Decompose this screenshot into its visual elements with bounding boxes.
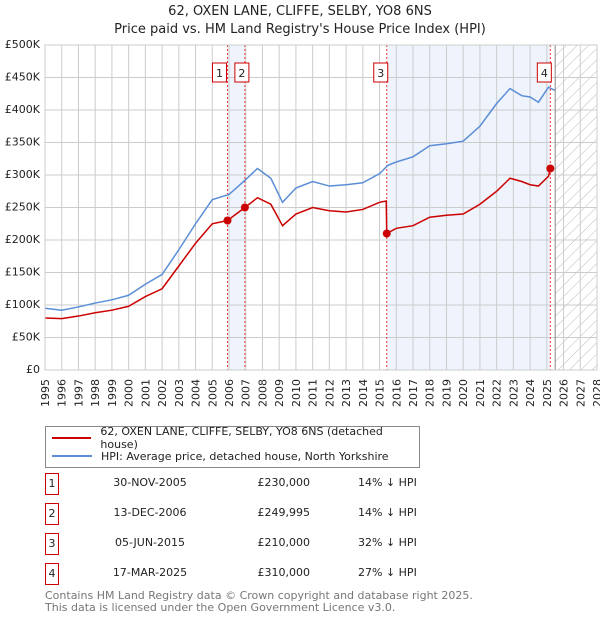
x-tick-label: 2010 xyxy=(290,379,303,407)
x-tick-label: 1997 xyxy=(72,379,85,407)
sale-price: £210,000 xyxy=(257,536,311,549)
sale-hpi-diff: 32% ↓ HPI xyxy=(358,536,417,549)
sale-label: 4 xyxy=(541,67,548,80)
chart-subtitle: Price paid vs. HM Land Registry's House … xyxy=(114,22,486,37)
sale-label-box xyxy=(211,62,227,83)
legend-label-property: 62, OXEN LANE, CLIFFE, SELBY, YO8 6NS (d… xyxy=(100,425,383,451)
x-tick-label: 2018 xyxy=(424,379,437,407)
x-tick-label: 1995 xyxy=(39,379,52,407)
x-tick-label: 2006 xyxy=(223,379,236,407)
x-tick-label: 2022 xyxy=(491,379,504,407)
x-tick-label: 2013 xyxy=(340,379,353,407)
plot-area: 1995 1996 1997 1998 1999 2000 2001 2002 2003 2004… xyxy=(5,38,600,407)
y-tick-label: £50K xyxy=(12,331,41,344)
x-tick-label: 2015 xyxy=(374,379,387,407)
sale-price: £230,000 xyxy=(257,476,311,489)
plot-border xyxy=(44,44,598,371)
y-tick-label: £350K xyxy=(5,136,41,149)
y-tick-label: £500K xyxy=(5,38,41,51)
x-tick-label: 2007 xyxy=(240,379,253,407)
footer-line-2: This data is licensed under the Open Gov… xyxy=(45,601,396,614)
y-tick-label: £150K xyxy=(5,266,41,279)
x-tick-label: 2016 xyxy=(390,379,403,407)
x-tick-label: 2002 xyxy=(156,379,169,407)
sale-label: 1 xyxy=(216,67,223,80)
sale-date: 05-JUN-2015 xyxy=(114,536,186,549)
x-tick-label: 1998 xyxy=(89,379,102,407)
sale-number: 3 xyxy=(45,533,59,555)
x-tick-label: 2028 xyxy=(591,379,600,407)
x-tick-label: 2001 xyxy=(139,379,152,407)
sale-point xyxy=(240,203,249,212)
sale-date: 13-DEC-2006 xyxy=(113,506,187,519)
x-tick-label: 2020 xyxy=(457,379,470,407)
sale-date: 17-MAR-2025 xyxy=(112,566,188,579)
sale-point xyxy=(382,229,391,238)
sale-price: £249,995 xyxy=(257,506,311,519)
x-tick-label: 2009 xyxy=(273,379,286,407)
sale-hpi-diff: 14% ↓ HPI xyxy=(358,506,417,519)
y-tick-label: £200K xyxy=(5,233,41,246)
hpi-line xyxy=(44,86,556,311)
property-price-line xyxy=(44,168,552,320)
x-tick-label: 2011 xyxy=(307,379,320,407)
x-tick-label: 2019 xyxy=(440,379,453,407)
sale-label-box xyxy=(536,62,552,83)
x-tick-label: 2025 xyxy=(541,379,554,407)
legend: 62, OXEN LANE, CLIFFE, SELBY, YO8 6NS (d… xyxy=(45,425,420,468)
footer-line-1: Contains HM Land Registry data © Crown c… xyxy=(45,589,473,602)
legend-label-hpi: HPI: Average price, detached house, Nort… xyxy=(101,449,389,463)
sale-price: £310,000 xyxy=(257,566,311,579)
x-tick-label: 2021 xyxy=(474,379,487,407)
x-tick-label: 1999 xyxy=(106,379,119,407)
y-tick-label: £300K xyxy=(5,168,41,181)
y-tick-label: £250K xyxy=(5,201,41,214)
sale-label: 2 xyxy=(238,67,245,80)
x-tick-label: 2003 xyxy=(173,379,186,407)
x-tick-label: 2008 xyxy=(256,379,269,407)
sale-label-box xyxy=(234,62,250,83)
sale-number: 1 xyxy=(45,473,59,495)
sale-point xyxy=(546,164,555,173)
y-tick-label: £100K xyxy=(5,298,41,311)
sale-number: 2 xyxy=(45,503,59,525)
footer: Contains HM Land Registry data © Crown c… xyxy=(45,590,473,614)
x-tick-label: 2005 xyxy=(206,379,219,407)
x-tick-label: 1996 xyxy=(56,379,69,407)
y-tick-label: £450K xyxy=(5,71,41,84)
legend-swatch-property xyxy=(52,437,92,439)
x-tick-label: 2004 xyxy=(190,379,203,407)
sale-label-box xyxy=(373,62,389,83)
sale-number: 4 xyxy=(45,563,59,585)
x-tick-label: 2023 xyxy=(507,379,520,407)
x-tick-label: 2026 xyxy=(558,379,571,407)
x-tick-label: 2024 xyxy=(524,379,537,407)
sale-label: 3 xyxy=(377,67,384,80)
sale-hpi-diff: 27% ↓ HPI xyxy=(358,566,417,579)
x-tick-label: 2017 xyxy=(407,379,420,407)
y-tick-label: £400K xyxy=(5,103,41,116)
sale-hpi-diff: 14% ↓ HPI xyxy=(358,476,417,489)
legend-swatch-hpi xyxy=(52,455,92,457)
x-tick-label: 2000 xyxy=(123,379,136,407)
x-tick-label: 2012 xyxy=(323,379,336,407)
x-tick-label: 2014 xyxy=(357,379,370,407)
x-tick-label: 2027 xyxy=(574,379,587,407)
sale-point xyxy=(223,216,232,225)
y-tick-label: £0 xyxy=(26,363,40,376)
chart-title: 62, OXEN LANE, CLIFFE, SELBY, YO8 6NS xyxy=(168,4,432,19)
sale-date: 30-NOV-2005 xyxy=(113,476,187,489)
